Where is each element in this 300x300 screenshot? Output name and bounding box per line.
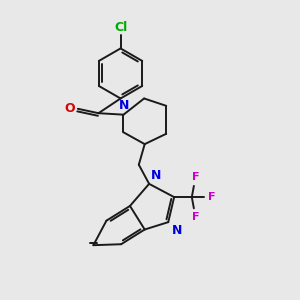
- Text: N: N: [172, 224, 182, 237]
- Text: F: F: [192, 172, 199, 182]
- Text: N: N: [119, 99, 129, 112]
- Text: Cl: Cl: [114, 21, 127, 34]
- Text: F: F: [192, 212, 199, 222]
- Text: O: O: [64, 102, 75, 115]
- Text: F: F: [208, 192, 215, 202]
- Text: N: N: [151, 169, 161, 182]
